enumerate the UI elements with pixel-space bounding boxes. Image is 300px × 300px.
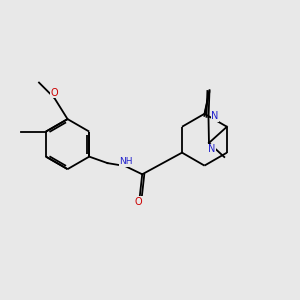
Text: N: N bbox=[208, 144, 215, 154]
Text: O: O bbox=[50, 88, 58, 98]
Text: N: N bbox=[211, 111, 219, 121]
Text: NH: NH bbox=[119, 157, 133, 166]
Text: O: O bbox=[135, 197, 142, 207]
